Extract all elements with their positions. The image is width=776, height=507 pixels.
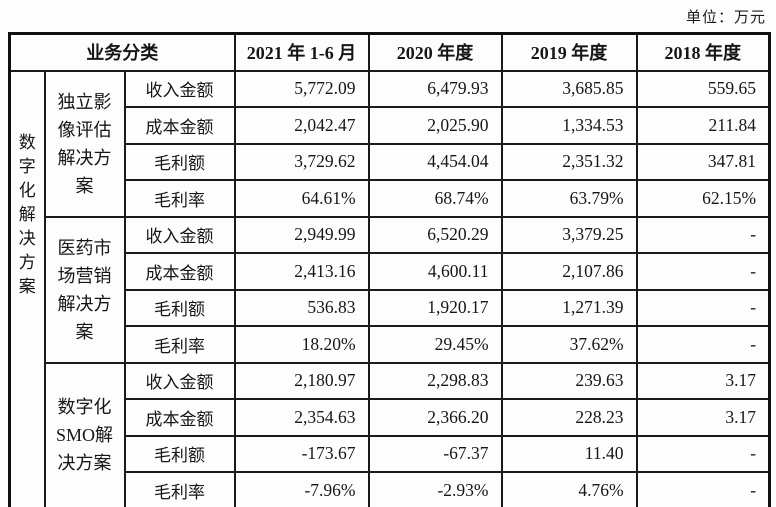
- value-cell: -: [635, 434, 771, 473]
- value-cell: 2,107.86: [500, 252, 638, 291]
- metric-cell: 毛利额: [123, 142, 236, 181]
- table-row: 毛利率 -7.96% -2.93% 4.76% -: [10, 471, 771, 507]
- metric-cell: 成本金额: [123, 398, 236, 437]
- value-cell: 2,180.97: [233, 361, 370, 400]
- value-cell: 4,600.11: [367, 252, 503, 291]
- group-cell-imaging: 独立影像评估解决方案: [43, 69, 126, 218]
- value-cell: 29.45%: [367, 325, 503, 364]
- value-cell: 3,685.85: [500, 69, 638, 108]
- value-cell: 536.83: [233, 288, 370, 327]
- metric-cell: 成本金额: [123, 106, 236, 145]
- value-cell: 2,298.83: [367, 361, 503, 400]
- metric-cell: 收入金额: [123, 69, 236, 108]
- table-row: 医药市场营销解决方案 收入金额 2,949.99 6,520.29 3,379.…: [10, 215, 771, 364]
- metric-cell: 收入金额: [123, 215, 236, 254]
- value-cell: 3.17: [635, 361, 771, 400]
- header-period-2018: 2018 年度: [635, 32, 771, 72]
- unit-label: 单位：万元: [685, 10, 766, 26]
- value-cell: 37.62%: [500, 325, 638, 364]
- value-cell: 2,351.32: [500, 142, 638, 181]
- table-row: 数字化SMO解决方案 收入金额 2,180.97 2,298.83 239.63…: [10, 361, 771, 507]
- value-cell: 2,949.99: [233, 215, 370, 254]
- metric-cell: 毛利率: [123, 325, 236, 364]
- table-row: 毛利额 536.83 1,920.17 1,271.39 -: [10, 288, 771, 327]
- value-cell: -173.67: [233, 434, 370, 473]
- value-cell: 239.63: [500, 361, 638, 400]
- header-business-category: 业务分类: [8, 32, 236, 72]
- value-cell: 559.65: [635, 69, 771, 108]
- value-cell: 3,729.62: [233, 142, 370, 181]
- value-cell: 1,271.39: [500, 288, 638, 327]
- value-cell: 228.23: [500, 398, 638, 437]
- value-cell: 347.81: [635, 142, 771, 181]
- value-cell: 4,454.04: [367, 142, 503, 181]
- value-cell: -: [635, 288, 771, 327]
- value-cell: 6,520.29: [367, 215, 503, 254]
- business-category-table: 业务分类 2021 年 1-6 月 2020 年度 2019 年度 2018 年…: [8, 32, 772, 507]
- value-cell: 211.84: [635, 106, 771, 145]
- metric-cell: 毛利额: [123, 434, 236, 473]
- value-cell: 2,354.63: [233, 398, 370, 437]
- metric-cell: 毛利率: [123, 179, 236, 218]
- table-row: 毛利额 -173.67 -67.37 11.40 -: [10, 434, 771, 473]
- value-cell: 2,366.20: [367, 398, 503, 437]
- group-label: 医药市场营销解决方案: [57, 237, 112, 342]
- value-cell: 1,334.53: [500, 106, 638, 145]
- category-cell: 数字化解决方案: [8, 69, 46, 507]
- header-row: 业务分类 2021 年 1-6 月 2020 年度 2019 年度 2018 年…: [8, 32, 771, 72]
- group-label: 数字化SMO解决方案: [55, 397, 113, 474]
- value-cell: -: [635, 471, 771, 507]
- value-cell: -: [635, 215, 771, 254]
- metric-cell: 毛利率: [123, 471, 236, 507]
- value-cell: 5,772.09: [233, 69, 370, 108]
- value-cell: 18.20%: [233, 325, 370, 364]
- value-cell: 2,042.47: [233, 106, 370, 145]
- value-cell: 3.17: [635, 398, 771, 437]
- value-cell: 62.15%: [635, 179, 771, 218]
- table-row: 成本金额 2,042.47 2,025.90 1,334.53 211.84: [10, 106, 771, 145]
- table-header: 业务分类 2021 年 1-6 月 2020 年度 2019 年度 2018 年…: [8, 32, 771, 72]
- table-body: 数字化解决方案 独立影像评估解决方案 收入金额 5,772.09 6,479.9…: [8, 69, 771, 507]
- metric-cell: 成本金额: [123, 252, 236, 291]
- table-row: 毛利额 3,729.62 4,454.04 2,351.32 347.81: [10, 142, 771, 181]
- header-period-2020: 2020 年度: [367, 32, 503, 72]
- value-cell: 6,479.93: [367, 69, 503, 108]
- header-period-2019: 2019 年度: [500, 32, 638, 72]
- table-row: 成本金额 2,413.16 4,600.11 2,107.86 -: [10, 252, 771, 291]
- value-cell: -: [635, 325, 771, 364]
- value-cell: 2,413.16: [233, 252, 370, 291]
- group-cell-smo: 数字化SMO解决方案: [43, 361, 126, 507]
- table-row: 数字化解决方案 独立影像评估解决方案 收入金额 5,772.09 6,479.9…: [8, 69, 771, 507]
- value-cell: 1,920.17: [367, 288, 503, 327]
- metric-cell: 毛利额: [123, 288, 236, 327]
- header-period-2021: 2021 年 1-6 月: [233, 32, 370, 72]
- value-cell: -67.37: [367, 434, 503, 473]
- value-cell: -: [635, 252, 771, 291]
- value-cell: 63.79%: [500, 179, 638, 218]
- category-label: 数字化解决方案: [18, 132, 36, 296]
- group-cell-marketing: 医药市场营销解决方案: [43, 215, 126, 364]
- value-cell: -2.93%: [367, 471, 503, 507]
- group-label: 独立影像评估解决方案: [57, 91, 112, 196]
- value-cell: 68.74%: [367, 179, 503, 218]
- value-cell: 64.61%: [233, 179, 370, 218]
- value-cell: -7.96%: [233, 471, 370, 507]
- metric-cell: 收入金额: [123, 361, 236, 400]
- value-cell: 11.40: [500, 434, 638, 473]
- table-row: 成本金额 2,354.63 2,366.20 228.23 3.17: [10, 398, 771, 437]
- table-row: 毛利率 18.20% 29.45% 37.62% -: [10, 325, 771, 364]
- value-cell: 3,379.25: [500, 215, 638, 254]
- value-cell: 4.76%: [500, 471, 638, 507]
- value-cell: 2,025.90: [367, 106, 503, 145]
- table-row: 毛利率 64.61% 68.74% 63.79% 62.15%: [10, 179, 771, 218]
